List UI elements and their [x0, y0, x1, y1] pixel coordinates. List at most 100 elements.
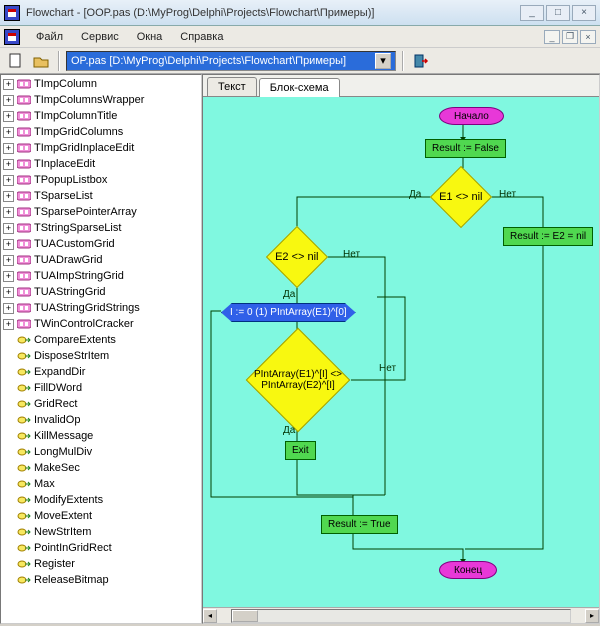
new-button[interactable]	[4, 50, 26, 72]
tree-item[interactable]: DisposeStrItem	[1, 348, 201, 364]
mdi-close-button[interactable]: ×	[580, 30, 596, 44]
tree-item-label: TImpGridInplaceEdit	[34, 142, 134, 154]
tree-item[interactable]: +TInplaceEdit	[1, 156, 201, 172]
tab-diagram[interactable]: Блок-схема	[259, 78, 340, 97]
tree-item[interactable]: + TImpGridColumns	[1, 124, 201, 140]
flowchart-canvas[interactable]: Начало Result := False E1 <> nil Result := …	[203, 97, 599, 607]
close-button[interactable]: ×	[572, 5, 596, 21]
expand-icon[interactable]: +	[3, 271, 14, 282]
flow-node-r_false[interactable]: Result := False	[425, 139, 506, 158]
flow-node-end[interactable]: Конец	[439, 561, 497, 579]
tree-item[interactable]: ReleaseBitmap	[1, 572, 201, 588]
expand-icon[interactable]: +	[3, 191, 14, 202]
flow-edge-label: Да	[283, 289, 295, 300]
flow-node-exit[interactable]: Exit	[285, 441, 316, 460]
exit-button[interactable]	[410, 50, 432, 72]
minimize-button[interactable]: _	[520, 5, 544, 21]
flow-node-cmp[interactable]: PIntArray(E1)^[I] <>PIntArray(E2)^[I]	[261, 343, 335, 417]
tree-item[interactable]: +TPopupListbox	[1, 172, 201, 188]
tree-item[interactable]: +TSparseList	[1, 188, 201, 204]
menu-windows[interactable]: Окна	[129, 29, 171, 45]
tree-item[interactable]: + TImpColumnTitle	[1, 108, 201, 124]
tree-item[interactable]: Max	[1, 476, 201, 492]
tree-item[interactable]: ModifyExtents	[1, 492, 201, 508]
tree-item[interactable]: +TUAStringGrid	[1, 284, 201, 300]
tree-item[interactable]: +TUADrawGrid	[1, 252, 201, 268]
flow-edge-label: Нет	[343, 249, 360, 260]
expand-icon[interactable]: +	[3, 127, 14, 138]
tree-item[interactable]: +TImpColumn	[1, 76, 201, 92]
expand-icon[interactable]: +	[3, 255, 14, 266]
expand-icon[interactable]: +	[3, 143, 14, 154]
menu-service[interactable]: Сервис	[73, 29, 127, 45]
expand-icon[interactable]: +	[3, 175, 14, 186]
expand-icon[interactable]: +	[3, 319, 14, 330]
tree-item[interactable]: Register	[1, 556, 201, 572]
tree-item-label: FillDWord	[34, 382, 82, 394]
tree-item-label: TImpColumnTitle	[34, 110, 117, 122]
tree-item[interactable]: CompareExtents	[1, 332, 201, 348]
flow-node-r_true[interactable]: Result := True	[321, 515, 398, 534]
flow-edge-label: Нет	[379, 363, 396, 374]
expand-icon[interactable]: +	[3, 159, 14, 170]
flow-node-start[interactable]: Начало	[439, 107, 504, 125]
window-title: Flowchart - [OOP.pas (D:\MyProg\Delphi\P…	[26, 7, 520, 19]
tree-item[interactable]: +TSparsePointerArray	[1, 204, 201, 220]
tree-item[interactable]: LongMulDiv	[1, 444, 201, 460]
tree-item[interactable]: +TImpColumnsWrapper	[1, 92, 201, 108]
expand-icon[interactable]: +	[3, 95, 14, 106]
horizontal-scrollbar[interactable]: ◂▸	[203, 607, 599, 623]
tree-item-label: TImpGridColumns	[34, 126, 123, 138]
tree-item-label: MakeSec	[34, 462, 80, 474]
tree-item[interactable]: PointInGridRect	[1, 540, 201, 556]
tab-text[interactable]: Текст	[207, 77, 257, 96]
tree-item-label: LongMulDiv	[34, 446, 92, 458]
flow-node-e1[interactable]: E1 <> nil	[430, 166, 492, 228]
tree-item[interactable]: MakeSec	[1, 460, 201, 476]
expand-icon[interactable]: +	[3, 239, 14, 250]
maximize-button[interactable]: □	[546, 5, 570, 21]
tree-item-label: TWinControlCracker	[34, 318, 134, 330]
tree-item-label: DisposeStrItem	[34, 350, 109, 362]
tree-item[interactable]: + TWinControlCracker	[1, 316, 201, 332]
file-combo-text: OP.pas [D:\MyProg\Delphi\Projects\Flowch…	[71, 55, 346, 67]
flow-edge-label: Да	[283, 425, 295, 436]
chevron-down-icon[interactable]: ▾	[375, 53, 391, 69]
expand-icon[interactable]: +	[3, 287, 14, 298]
tree-item[interactable]: + TUACustomGrid	[1, 236, 201, 252]
tree-item-label: ExpandDir	[34, 366, 85, 378]
tree-item[interactable]: MoveExtent	[1, 508, 201, 524]
tab-bar: Текст Блок-схема	[203, 75, 599, 97]
tree-item[interactable]: ExpandDir	[1, 364, 201, 380]
toolbar: OP.pas [D:\MyProg\Delphi\Projects\Flowch…	[0, 48, 600, 74]
flow-node-loop[interactable]: I := 0 (1) PIntArray(E1)^[0]	[221, 303, 356, 322]
menu-help[interactable]: Справка	[172, 29, 231, 45]
expand-icon[interactable]: +	[3, 79, 14, 90]
tree-item[interactable]: NewStrItem	[1, 524, 201, 540]
file-combo[interactable]: OP.pas [D:\MyProg\Delphi\Projects\Flowch…	[66, 51, 396, 71]
open-button[interactable]	[30, 50, 52, 72]
expand-icon[interactable]: +	[3, 223, 14, 234]
tree-item[interactable]: InvalidOp	[1, 412, 201, 428]
tree-item[interactable]: + TUAStringGridStrings	[1, 300, 201, 316]
tree-item-label: GridRect	[34, 398, 77, 410]
menu-file[interactable]: Файл	[28, 29, 71, 45]
tree-item-label: TUAStringGridStrings	[34, 302, 140, 314]
expand-icon[interactable]: +	[3, 303, 14, 314]
tree-item[interactable]: FillDWord	[1, 380, 201, 396]
flow-node-e2[interactable]: E2 <> nil	[266, 226, 328, 288]
expand-icon[interactable]: +	[3, 111, 14, 122]
mdi-min-button[interactable]: _	[544, 30, 560, 44]
tree-item[interactable]: + TImpGridInplaceEdit	[1, 140, 201, 156]
tree-item-label: TUACustomGrid	[34, 238, 115, 250]
tree-item[interactable]: +TStringSparseList	[1, 220, 201, 236]
tree-item[interactable]: KillMessage	[1, 428, 201, 444]
tree-item-label: ReleaseBitmap	[34, 574, 109, 586]
mdi-restore-button[interactable]: ❐	[562, 30, 578, 44]
expand-icon[interactable]: +	[3, 207, 14, 218]
flow-node-r_e2[interactable]: Result := E2 = nil	[503, 227, 593, 246]
tree-item[interactable]: GridRect	[1, 396, 201, 412]
tree-item[interactable]: +TUAImpStringGrid	[1, 268, 201, 284]
tree-view[interactable]: +TImpColumn+TImpColumnsWrapper+TImpColum…	[0, 74, 202, 624]
flow-edge-label: Да	[409, 189, 421, 200]
